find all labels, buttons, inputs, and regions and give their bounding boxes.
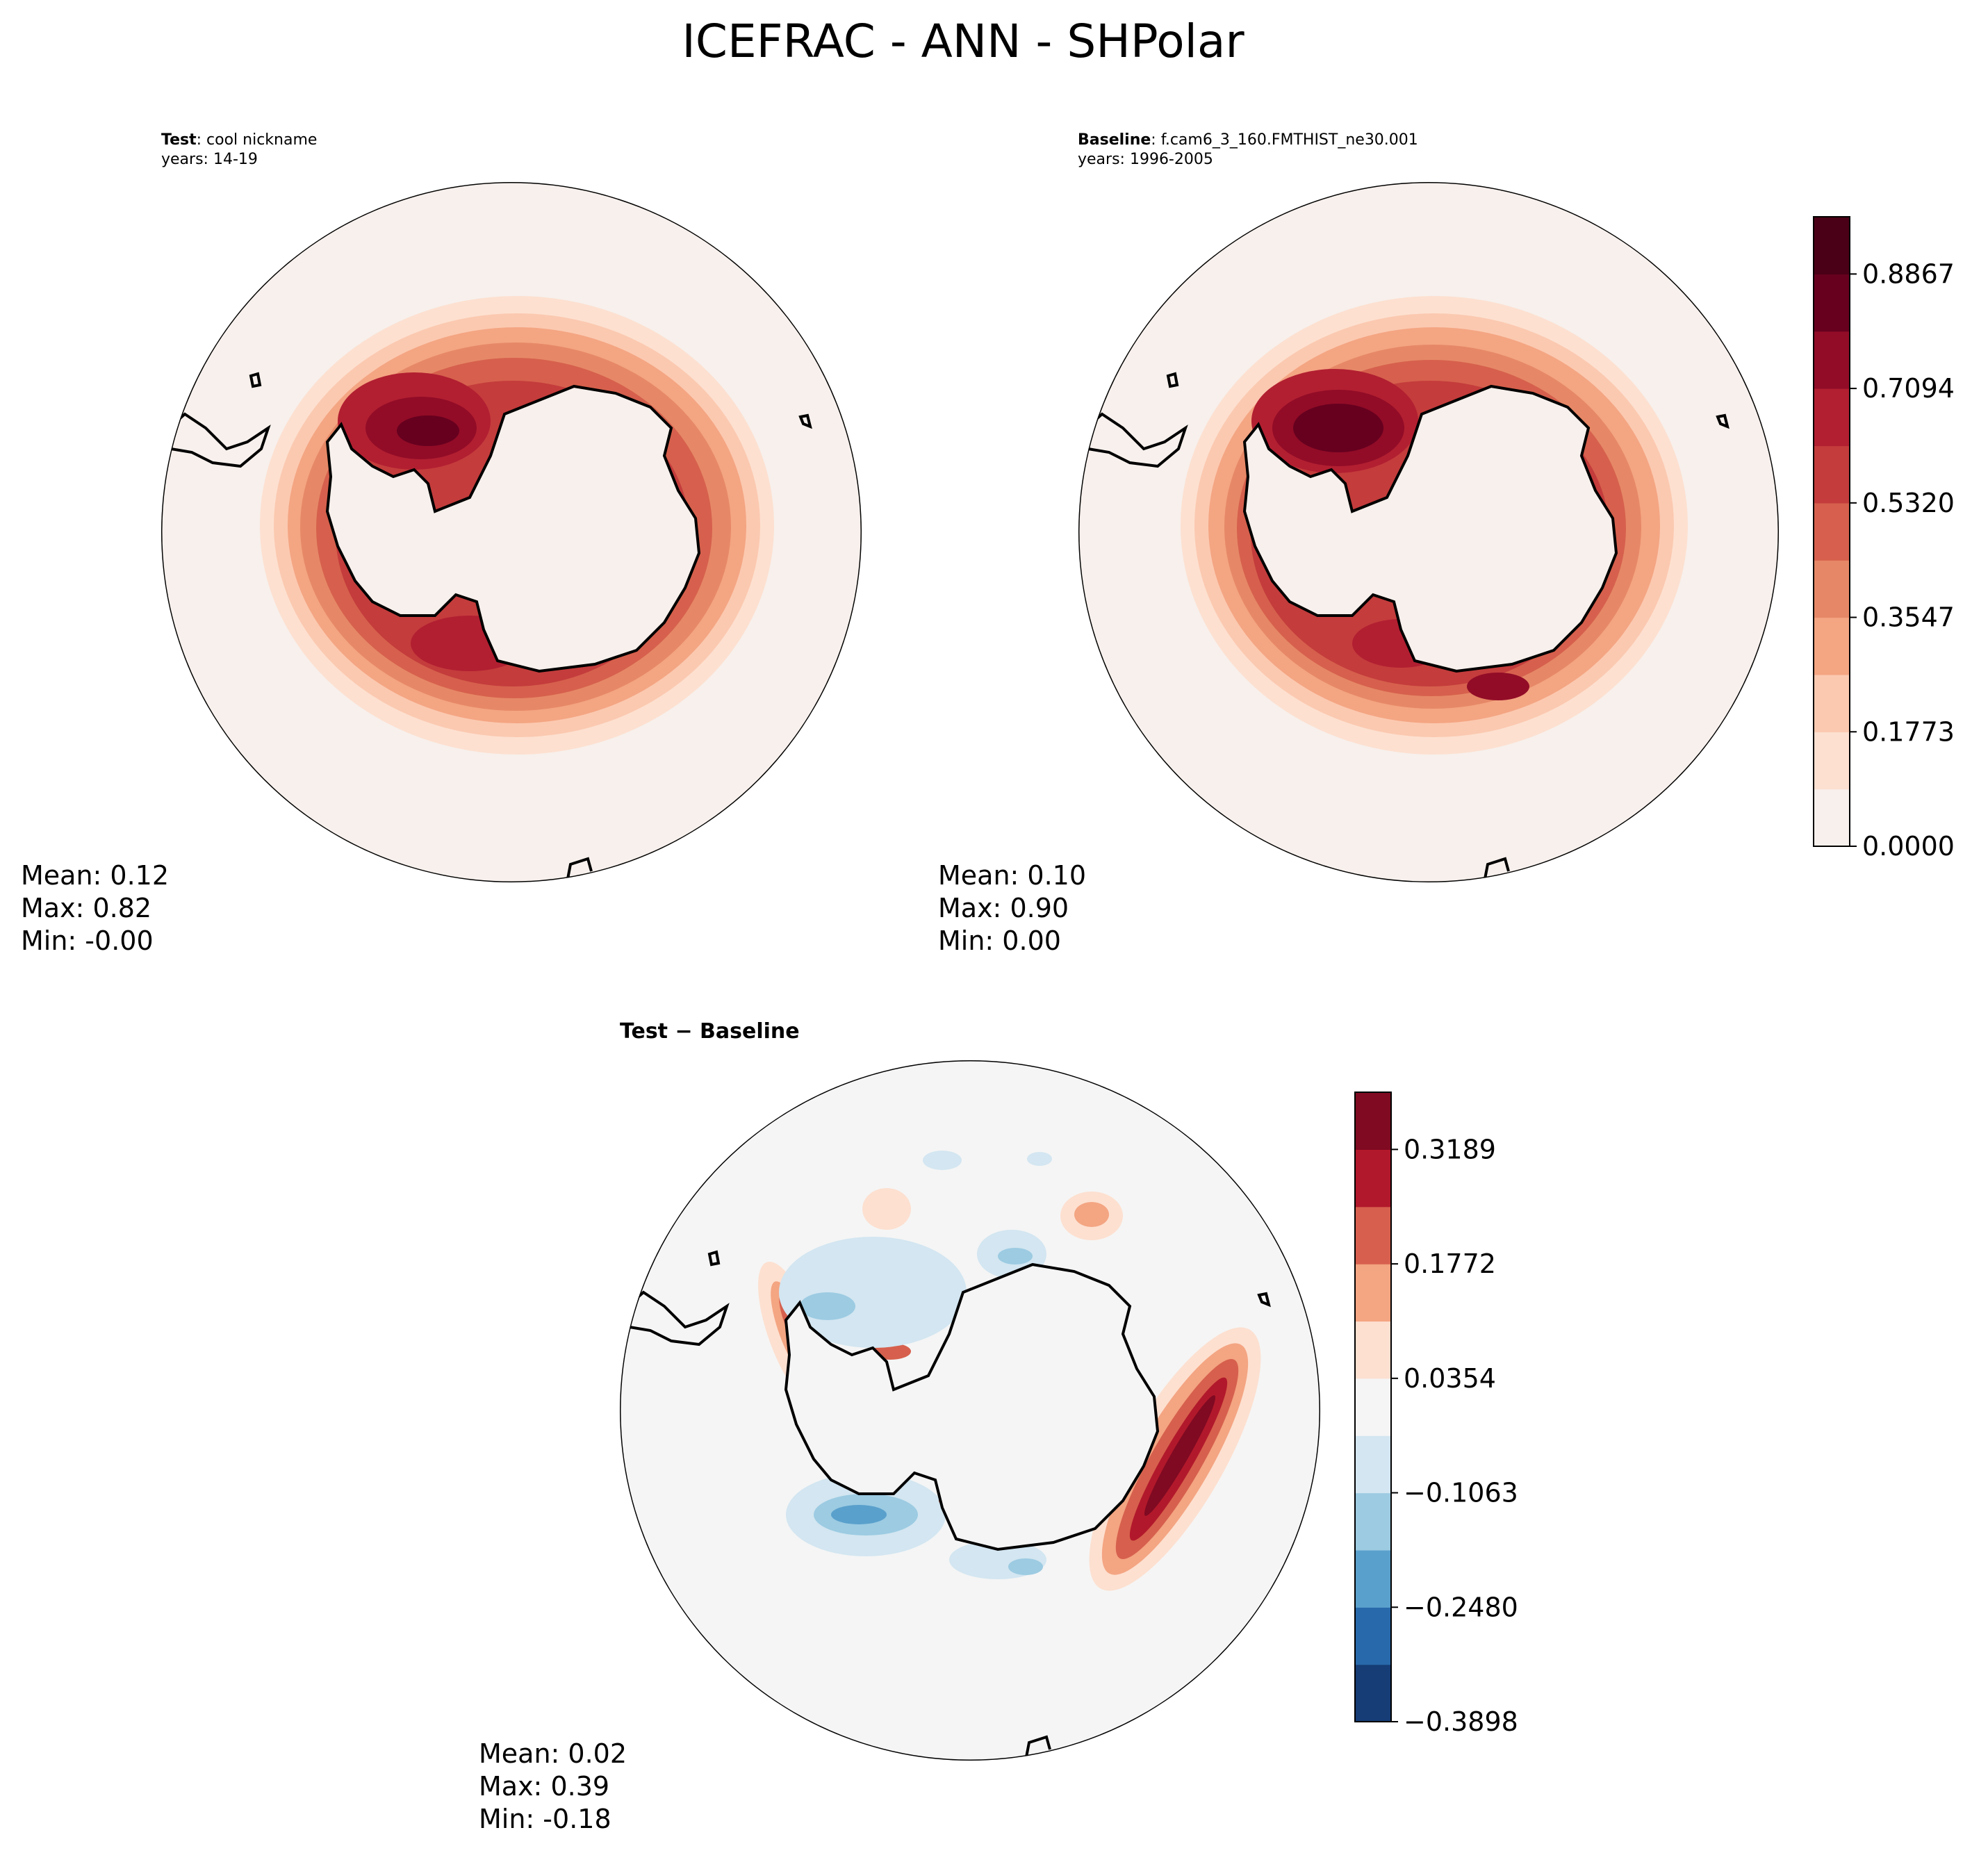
baseline-max: Max: 0.90 xyxy=(938,893,1069,923)
diff-max: Max: 0.39 xyxy=(479,1771,609,1802)
diff-weddell-neg-1 xyxy=(779,1237,967,1348)
absolute-colorbar-tick-label: 0.7094 xyxy=(1862,373,1955,404)
difference-colorbar-swatch xyxy=(1355,1149,1391,1208)
difference-colorbar-swatch xyxy=(1355,1378,1391,1436)
test-label-bold: Test xyxy=(161,131,197,149)
diff-mean: Mean: 0.02 xyxy=(479,1738,627,1769)
test-south-america xyxy=(161,412,271,468)
baseline-mean: Mean: 0.10 xyxy=(938,860,1086,891)
diff-nw-pos xyxy=(862,1188,911,1230)
difference-colorbar-tick-label: −0.3898 xyxy=(1404,1706,1518,1737)
absolute-colorbar-swatch xyxy=(1814,445,1850,504)
absolute-colorbar-tick-label: 0.3547 xyxy=(1862,602,1955,633)
test-falkland xyxy=(249,372,262,388)
diff-north-pos-2 xyxy=(1074,1202,1109,1227)
baseline-antarctica xyxy=(1242,384,1618,673)
difference-colorbar: −0.3898 −0.2480 −0.1063 0.0354 0.1772 0.3189 xyxy=(1354,1092,1518,1737)
diff-south-america xyxy=(620,1290,730,1346)
difference-colorbar-swatch xyxy=(1355,1321,1391,1379)
diff-south-neg-2 xyxy=(1008,1558,1043,1575)
absolute-colorbar-tick-label: 0.8867 xyxy=(1862,258,1955,289)
difference-colorbar-swatch xyxy=(1355,1206,1391,1265)
absolute-colorbar-tick-label: 0.1773 xyxy=(1862,716,1955,747)
difference-colorbar-tick-label: 0.0354 xyxy=(1404,1363,1496,1394)
diff-falkland xyxy=(707,1250,721,1267)
test-antarctica xyxy=(325,384,701,673)
baseline-east-patch xyxy=(1467,673,1529,700)
test-min: Min: -0.00 xyxy=(21,925,154,956)
diff-north-neg-2 xyxy=(998,1248,1033,1265)
diff-anomaly-field xyxy=(620,1151,1271,1761)
test-kerguelen xyxy=(798,413,812,429)
diff-sw-neg-3 xyxy=(831,1505,887,1524)
baseline-label-rest: : f.cam6_3_160.FMTHIST_ne30.001 xyxy=(1151,131,1418,149)
absolute-colorbar-swatch xyxy=(1814,388,1850,447)
absolute-colorbar-swatch xyxy=(1814,217,1850,274)
absolute-colorbar: 0.0000 0.1773 0.3547 0.5320 0.7094 0.8867 xyxy=(1813,216,1955,862)
baseline-falkland xyxy=(1166,372,1179,388)
absolute-colorbar-swatch xyxy=(1814,331,1850,389)
baseline-weddell-3 xyxy=(1293,404,1383,452)
difference-colorbar-swatch xyxy=(1355,1492,1391,1551)
baseline-panel: Baseline: f.cam6_3_160.FMTHIST_ne30.001 … xyxy=(938,131,1779,956)
baseline-map xyxy=(1078,182,1779,882)
test-sea-ice-field xyxy=(161,296,812,882)
diff-weddell-neg-2 xyxy=(800,1292,855,1320)
figure-title: ICEFRAC - ANN - SHPolar xyxy=(682,15,1244,68)
diff-panel: Test − Baseline xyxy=(479,1019,1320,1834)
diff-label: Test − Baseline xyxy=(620,1019,800,1044)
baseline-label: Baseline: f.cam6_3_160.FMTHIST_ne30.001 xyxy=(1078,131,1418,149)
absolute-colorbar-swatch xyxy=(1814,617,1850,675)
baseline-label-bold: Baseline xyxy=(1078,131,1151,149)
difference-colorbar-swatch xyxy=(1355,1549,1391,1608)
baseline-new-zealand-tip xyxy=(1483,857,1510,882)
diff-map xyxy=(620,1060,1320,1761)
test-panel: Test: cool nickname years: 14-19 xyxy=(21,131,862,956)
absolute-colorbar-swatch xyxy=(1814,789,1850,847)
difference-colorbar-swatch xyxy=(1355,1607,1391,1665)
absolute-colorbar-swatch xyxy=(1814,502,1850,561)
test-max: Max: 0.82 xyxy=(21,893,151,923)
baseline-years: years: 1996-2005 xyxy=(1078,151,1213,168)
test-weddell-3 xyxy=(397,415,459,446)
diff-kerguelen xyxy=(1257,1292,1271,1308)
test-mean: Mean: 0.12 xyxy=(21,860,169,891)
diff-east-pos-5 xyxy=(1144,1395,1216,1516)
difference-colorbar-swatch xyxy=(1355,1092,1391,1150)
absolute-colorbar-border xyxy=(1813,216,1850,847)
test-years: years: 14-19 xyxy=(161,151,258,168)
absolute-colorbar-swatch xyxy=(1814,674,1850,732)
test-map xyxy=(161,182,862,882)
absolute-colorbar-swatch xyxy=(1814,560,1850,618)
absolute-colorbar-tick-label: 0.5320 xyxy=(1862,488,1955,518)
diff-top-neg-1 xyxy=(923,1151,962,1170)
baseline-sea-ice-field xyxy=(1078,296,1730,882)
difference-colorbar-swatch xyxy=(1355,1664,1391,1722)
absolute-colorbar-tick-label: 0.0000 xyxy=(1862,831,1955,862)
diff-min: Min: -0.18 xyxy=(479,1804,611,1834)
baseline-south-america xyxy=(1078,412,1188,468)
difference-colorbar-tick-label: −0.1063 xyxy=(1404,1478,1518,1508)
diff-new-zealand-tip xyxy=(1024,1735,1051,1761)
diff-antarctica xyxy=(784,1262,1160,1551)
difference-colorbar-border xyxy=(1354,1092,1392,1722)
diff-top-neg-2 xyxy=(1027,1152,1052,1166)
baseline-kerguelen xyxy=(1716,413,1730,429)
test-label: Test: cool nickname xyxy=(161,131,317,149)
baseline-min: Min: 0.00 xyxy=(938,925,1061,956)
test-label-rest: : cool nickname xyxy=(197,131,318,149)
difference-colorbar-tick-label: −0.2480 xyxy=(1404,1592,1518,1622)
absolute-colorbar-swatch xyxy=(1814,274,1850,332)
absolute-colorbar-swatch xyxy=(1814,732,1850,790)
difference-colorbar-swatch xyxy=(1355,1264,1391,1322)
test-new-zealand-tip xyxy=(566,857,593,882)
difference-colorbar-tick-label: 0.1772 xyxy=(1404,1249,1496,1279)
difference-colorbar-swatch xyxy=(1355,1435,1391,1494)
difference-colorbar-tick-label: 0.3189 xyxy=(1404,1134,1496,1164)
